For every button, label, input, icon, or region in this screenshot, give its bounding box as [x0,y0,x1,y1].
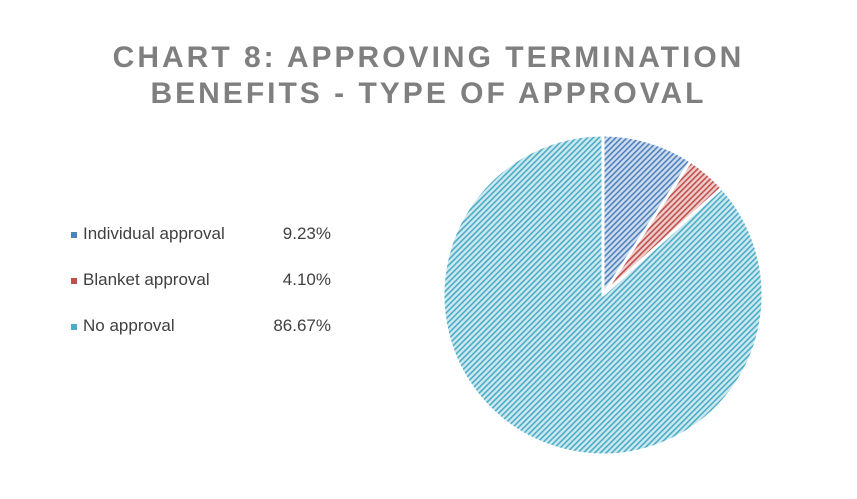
chart-title-line-2: BENEFITS - TYPE OF APPROVAL [150,77,707,110]
legend: Individual approval 9.23% Blanket approv… [68,220,368,358]
legend-label-blanket-approval: Blanket approval [83,270,210,289]
legend-swatch-blanket-approval [71,278,77,284]
pie-slices [441,133,765,457]
legend-value-individual-approval: 9.23% [282,224,331,243]
chart-title-line-1: CHART 8: APPROVING TERMINATION [112,41,745,74]
legend-value-no-approval: 86.67% [273,316,331,335]
legend-item-no-approval: No approval 86.67% [68,312,368,358]
legend-item-blanket-approval: Blanket approval 4.10% [68,266,368,312]
legend-label-no-approval: No approval [83,316,175,335]
legend-value-blanket-approval: 4.10% [282,270,331,289]
pie-slice-individual-approval [601,133,693,297]
legend-swatch-individual-approval [71,232,77,238]
legend-label-individual-approval: Individual approval [83,224,225,243]
legend-item-individual-approval: Individual approval 9.23% [68,220,368,266]
legend-swatch-no-approval [71,324,77,330]
pie-slice-no-approval [441,133,765,457]
